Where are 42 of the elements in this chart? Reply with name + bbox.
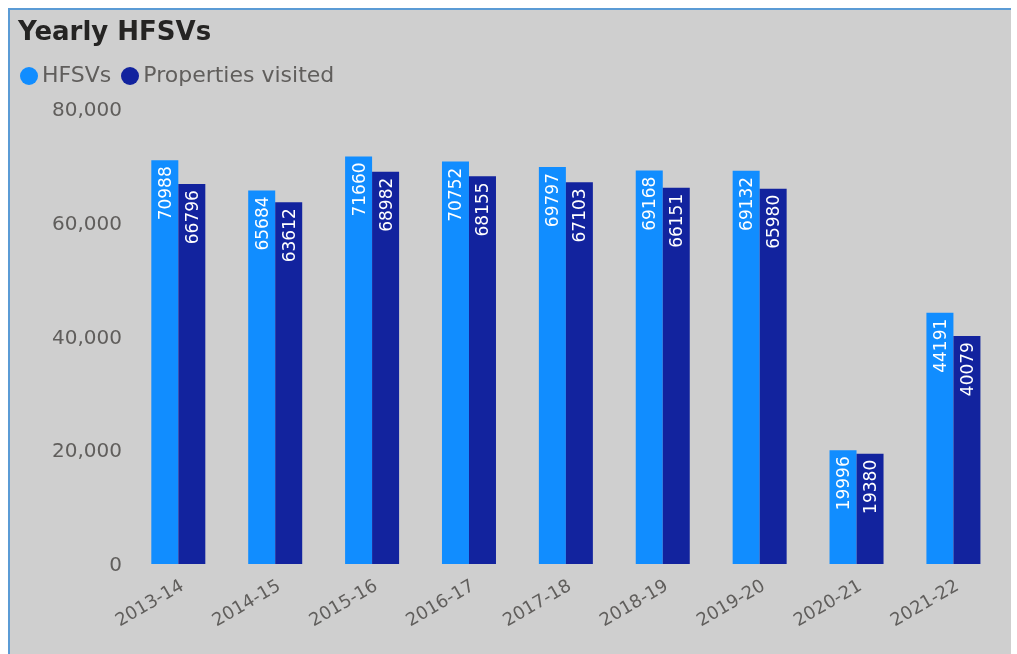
- data-label: 66151: [666, 193, 687, 248]
- bar: [759, 188, 787, 564]
- bar: [565, 182, 593, 564]
- data-label: 66796: [181, 190, 202, 245]
- bar: [926, 312, 954, 564]
- data-label: 69797: [542, 173, 563, 228]
- data-label: 71660: [348, 162, 369, 217]
- data-label: 40079: [956, 342, 977, 397]
- bar: [953, 336, 981, 564]
- bar: [468, 176, 496, 564]
- bar: [635, 170, 663, 564]
- chart-title: Yearly HFSVs: [18, 16, 212, 46]
- bar: [662, 187, 690, 564]
- bar: [178, 184, 206, 564]
- y-tick-label: 80,000: [52, 97, 122, 122]
- bar: [345, 156, 373, 564]
- legend-label: HFSVs: [42, 62, 112, 87]
- data-label: 68155: [472, 182, 493, 237]
- bar: [275, 202, 303, 564]
- data-label: 65684: [251, 196, 272, 251]
- y-tick-label: 0: [109, 552, 122, 577]
- bar: [732, 170, 760, 564]
- bar: [538, 167, 566, 564]
- data-label: 69132: [736, 176, 757, 231]
- data-label: 67103: [569, 188, 590, 243]
- bar: [441, 161, 469, 564]
- data-label: 70752: [445, 167, 466, 222]
- bar: [151, 160, 179, 564]
- y-tick-label: 40,000: [52, 324, 122, 349]
- data-label: 70988: [154, 166, 175, 221]
- bar: [248, 190, 276, 564]
- y-tick-label: 60,000: [52, 210, 122, 235]
- data-label: 65980: [763, 194, 784, 249]
- bar: [372, 171, 400, 564]
- data-label: 19996: [833, 456, 854, 511]
- data-label: 19380: [860, 459, 881, 514]
- data-label: 63612: [278, 208, 299, 263]
- data-label: 44191: [929, 318, 950, 373]
- data-label: 69168: [639, 176, 660, 231]
- y-tick-label: 20,000: [52, 438, 122, 463]
- legend-label: Properties visited: [143, 62, 335, 87]
- data-label: 68982: [375, 177, 396, 232]
